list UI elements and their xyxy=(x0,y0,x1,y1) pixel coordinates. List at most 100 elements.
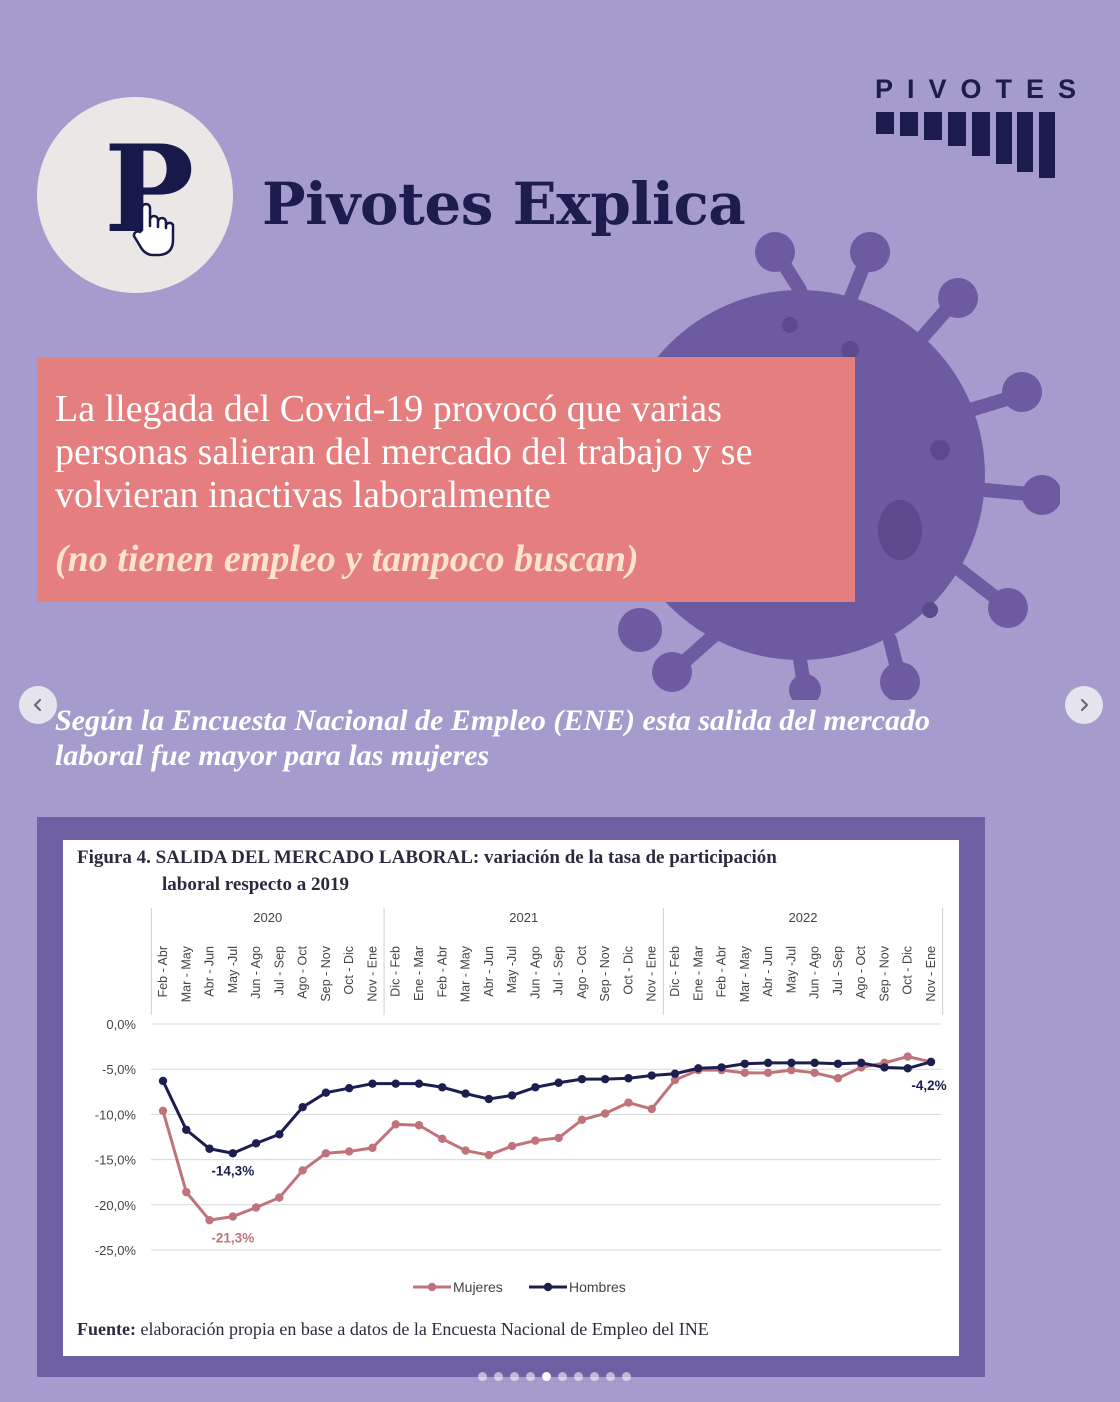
data-point xyxy=(670,1069,680,1078)
page-title: Pivotes Explica xyxy=(262,170,746,238)
x-tick-label: Jun - Ago xyxy=(249,946,263,999)
data-point xyxy=(414,1121,424,1130)
data-point xyxy=(321,1088,331,1097)
data-point xyxy=(880,1063,889,1072)
data-point xyxy=(694,1064,703,1073)
carousel-dot[interactable] xyxy=(542,1372,551,1381)
x-tick-label: Sep - Nov xyxy=(319,945,333,1001)
series-line-hombres xyxy=(161,1060,932,1155)
x-tick-label: Nov - Ene xyxy=(365,946,379,1002)
y-tick-label: -5,0% xyxy=(102,1062,136,1077)
data-point xyxy=(624,1074,633,1083)
data-point xyxy=(205,1144,214,1153)
data-point xyxy=(507,1141,517,1151)
data-label: -4,2% xyxy=(911,1078,946,1093)
x-tick-label: Ago - Oct xyxy=(854,945,868,998)
x-tick-label: Abr - Jun xyxy=(482,946,496,997)
y-tick-label: 0,0% xyxy=(106,1017,136,1032)
carousel-dot[interactable] xyxy=(494,1372,503,1381)
data-point xyxy=(926,1057,936,1067)
data-point xyxy=(577,1074,587,1084)
data-point xyxy=(833,1059,843,1068)
year-label: 2021 xyxy=(509,910,538,925)
next-slide-button[interactable] xyxy=(1065,686,1103,724)
x-tick-label: Jun - Ago xyxy=(808,946,822,999)
data-point xyxy=(787,1065,796,1075)
data-point xyxy=(810,1068,819,1078)
data-point xyxy=(903,1052,912,1061)
y-tick-label: -15,0% xyxy=(95,1153,137,1168)
data-point xyxy=(182,1125,191,1134)
data-point xyxy=(670,1075,680,1085)
data-point xyxy=(484,1094,494,1104)
subtitle: Según la Encuesta Nacional de Empleo (EN… xyxy=(55,704,930,772)
x-tick-label: Abr - Jun xyxy=(203,946,217,997)
x-tick-label: Jul - Sep xyxy=(272,946,286,995)
data-point xyxy=(903,1064,912,1073)
data-point xyxy=(414,1079,424,1088)
data-point xyxy=(438,1083,447,1092)
data-point xyxy=(833,1074,843,1083)
intro-note: (no tienen empleo y tampoco buscan) xyxy=(55,538,639,580)
data-point xyxy=(461,1146,470,1155)
source-label: Fuente: xyxy=(77,1319,136,1339)
line-chart: 0,0% -5,0% -10,0% -15,0% -20,0% -25,0% 2020 202… xyxy=(95,908,947,1295)
brand-wordmark: PIVOTES xyxy=(875,74,1091,104)
x-tick-label: Nov - Ene xyxy=(924,946,938,1002)
carousel-dot[interactable] xyxy=(510,1372,519,1381)
x-tick-label: Jul - Sep xyxy=(831,946,845,995)
data-point xyxy=(391,1120,400,1129)
x-tick-label: Feb - Abr xyxy=(715,946,729,997)
data-point xyxy=(368,1079,377,1088)
data-point xyxy=(251,1139,261,1148)
intro-text: La llegada del Covid-19 provocó que vari… xyxy=(55,388,753,516)
data-point xyxy=(321,1149,331,1158)
intro-box xyxy=(37,357,855,602)
data-point xyxy=(275,1130,284,1139)
x-tick-label: Oct - Dic xyxy=(901,946,915,995)
carousel-dot[interactable] xyxy=(622,1372,631,1381)
chevron-left-icon xyxy=(33,698,42,712)
data-point xyxy=(577,1115,587,1125)
carousel-dots xyxy=(478,1372,631,1381)
carousel-dot[interactable] xyxy=(590,1372,599,1381)
data-point xyxy=(554,1133,563,1143)
x-tick-label: May -Jul xyxy=(226,946,240,993)
logo-circle xyxy=(37,97,233,293)
x-tick-label: Jul - Sep xyxy=(552,946,566,995)
data-point xyxy=(810,1058,819,1068)
y-tick-label: -25,0% xyxy=(95,1243,137,1258)
x-tick-label: Sep - Nov xyxy=(877,945,891,1001)
x-tick-label: Mar - May xyxy=(738,945,752,1002)
carousel-dot[interactable] xyxy=(526,1372,535,1381)
source-text: elaboración propia en base a datos de la… xyxy=(135,1319,709,1339)
carousel-dot[interactable] xyxy=(558,1372,567,1381)
data-point xyxy=(507,1091,517,1100)
legend-marker xyxy=(543,1282,553,1292)
carousel-dot[interactable] xyxy=(478,1372,487,1381)
data-point xyxy=(531,1083,540,1092)
carousel-dot[interactable] xyxy=(606,1372,615,1381)
x-tick-label: Oct - Dic xyxy=(342,946,356,995)
brand-bars-logo xyxy=(876,112,1055,178)
data-point xyxy=(647,1071,656,1080)
previous-slide-button[interactable] xyxy=(19,686,57,724)
data-point xyxy=(763,1058,773,1068)
data-point xyxy=(600,1074,610,1084)
data-point xyxy=(158,1076,168,1086)
x-tick-label: Jun - Ago xyxy=(528,946,542,999)
data-point xyxy=(856,1058,866,1068)
x-tick-label: Ene - Mar xyxy=(691,946,705,1001)
data-point xyxy=(600,1109,610,1118)
data-point xyxy=(740,1059,750,1068)
y-tick-label: -20,0% xyxy=(95,1198,137,1213)
data-point xyxy=(484,1150,494,1160)
data-point xyxy=(298,1102,307,1112)
data-point xyxy=(251,1203,261,1212)
x-tick-label: Ago - Oct xyxy=(296,945,310,998)
x-tick-label: Oct - Dic xyxy=(621,946,635,995)
data-point xyxy=(298,1166,307,1175)
x-tick-label: Mar - May xyxy=(459,945,473,1002)
carousel-dot[interactable] xyxy=(574,1372,583,1381)
hand-pointer-icon xyxy=(132,202,175,257)
